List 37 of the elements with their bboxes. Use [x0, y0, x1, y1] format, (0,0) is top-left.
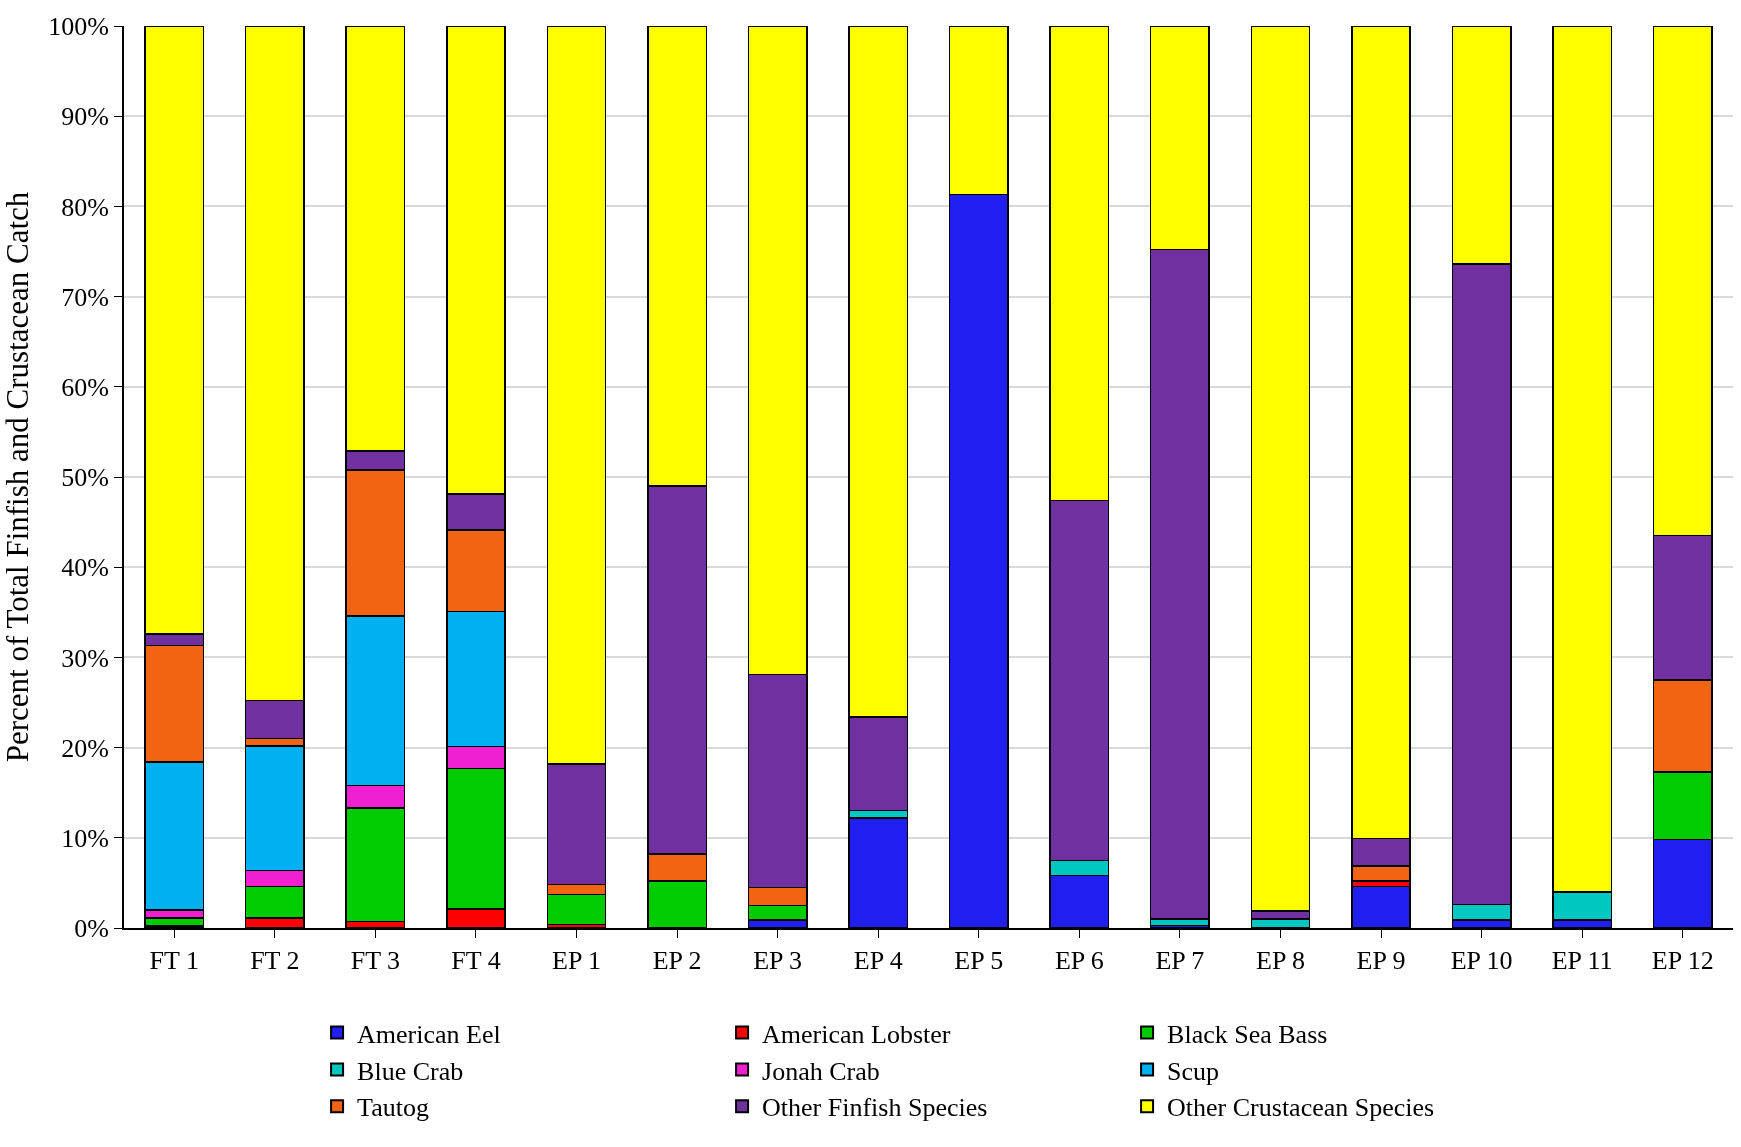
x-tick-label: EP 1 [552, 946, 601, 976]
x-tick-label: EP 8 [1256, 946, 1305, 976]
x-tick-label: EP 3 [753, 946, 803, 976]
y-axis-title: Percent of Total Finfish and Crustacean Catch [0, 191, 35, 763]
y-tick-label: 60% [61, 372, 109, 402]
legend-label: Other Crustacean Species [1167, 1093, 1435, 1123]
legend-label: Tautog [357, 1093, 429, 1123]
x-tick-label: FT 3 [350, 946, 401, 976]
y-tick-label: 70% [61, 282, 109, 312]
x-tick-label: EP 4 [853, 946, 903, 976]
legend-label: Blue Crab [357, 1056, 464, 1086]
y-tick-label: 100% [48, 12, 109, 42]
y-tick-label: 80% [61, 192, 109, 222]
y-tick-label: 30% [61, 643, 109, 673]
x-tick-label: EP 9 [1356, 946, 1406, 976]
x-tick-label: EP 12 [1651, 946, 1714, 976]
x-tick-label: EP 5 [954, 946, 1004, 976]
legend-label: Jonah Crab [762, 1056, 880, 1086]
x-tick-label: EP 10 [1450, 946, 1513, 976]
legend-label: American Eel [357, 1019, 501, 1049]
y-tick-label: 40% [61, 553, 109, 583]
y-tick-label: 50% [61, 463, 109, 493]
legend-label: Other Finfish Species [762, 1093, 988, 1123]
x-tick-label: EP 6 [1054, 946, 1104, 976]
x-tick-label: EP 2 [652, 946, 702, 976]
x-tick-label: FT 2 [250, 946, 300, 976]
y-tick-label: 10% [61, 823, 109, 853]
legend-label: Scup [1167, 1056, 1220, 1086]
x-tick-label: FT 4 [451, 946, 501, 976]
x-tick-label: EP 7 [1155, 946, 1205, 976]
legend-label: American Lobster [762, 1019, 951, 1049]
x-tick-label: EP 11 [1551, 946, 1613, 976]
y-tick-label: 90% [61, 102, 109, 132]
x-tick-label: FT 1 [149, 946, 199, 976]
y-tick-label: 20% [61, 733, 109, 763]
y-tick-label: 0% [74, 914, 109, 944]
legend-label: Black Sea Bass [1167, 1019, 1328, 1049]
